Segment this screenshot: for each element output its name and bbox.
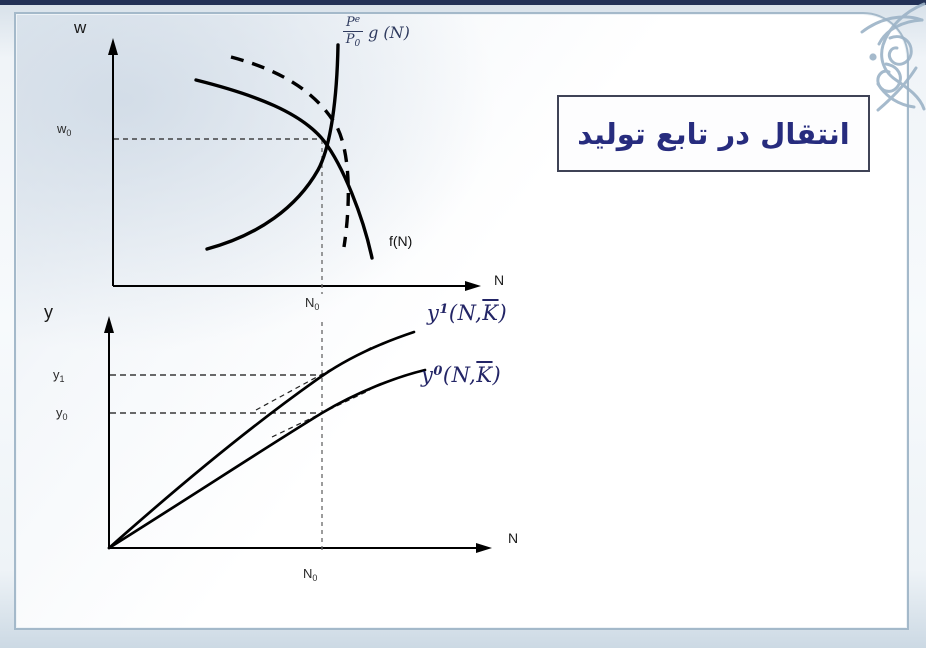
n0-tick-label-top: N0 — [305, 295, 320, 312]
corner-flourish-ornament — [860, 2, 926, 112]
y1-tick-label: y1 — [53, 367, 65, 384]
slide-top-accent-bar — [0, 0, 926, 5]
ornament-dot — [869, 53, 877, 61]
bottom-y-axis-arrowhead — [104, 316, 114, 333]
ornament-ribbon-stroke — [880, 2, 926, 111]
ornament-tail-stroke — [876, 82, 916, 109]
bottom-x-axis-label: N — [508, 530, 519, 546]
slide-title-box: انتقال در تابع تولید — [557, 95, 870, 172]
production-curve-shifted-y1 — [107, 330, 416, 550]
production-curve-initial-y0 — [107, 368, 427, 550]
ornament-spiral-upper — [887, 35, 913, 66]
production-curve-y0-label: y0(N,K) — [421, 363, 502, 387]
top-y-axis-arrowhead — [108, 38, 118, 55]
production-function-diagram — [104, 316, 492, 553]
bottom-x-axis-arrowhead — [476, 543, 492, 553]
production-curve-y1-label: y1(N,K) — [427, 301, 508, 325]
labor-demand-shifted-dashed-curve — [230, 55, 350, 248]
top-x-axis-arrowhead — [465, 281, 481, 291]
labor-supply-curve — [205, 43, 340, 251]
bottom-y-axis-label: y — [44, 302, 53, 322]
labor-supply-curve-label: Pe P0 g (N) — [343, 15, 410, 49]
ornament-spiral-lower — [876, 62, 902, 93]
top-x-axis-label: N — [494, 272, 505, 288]
y0-tick-label: y0 — [56, 405, 68, 422]
ornament-leaf-stroke-b — [877, 18, 924, 46]
labor-demand-curve-label: f(N) — [389, 233, 413, 249]
w0-tick-label: w0 — [57, 121, 72, 138]
labor-demand-curve — [194, 78, 374, 260]
top-y-axis-label: w — [74, 18, 87, 37]
ornament-cross-stroke — [876, 66, 918, 112]
ornament-leaf-stroke-a — [860, 15, 924, 34]
labor-market-diagram — [108, 38, 481, 294]
slide-title: انتقال در تابع تولید — [577, 116, 850, 151]
n0-tick-label-bottom: N0 — [303, 566, 318, 583]
price-ratio-fraction: Pe P0 — [343, 15, 364, 49]
